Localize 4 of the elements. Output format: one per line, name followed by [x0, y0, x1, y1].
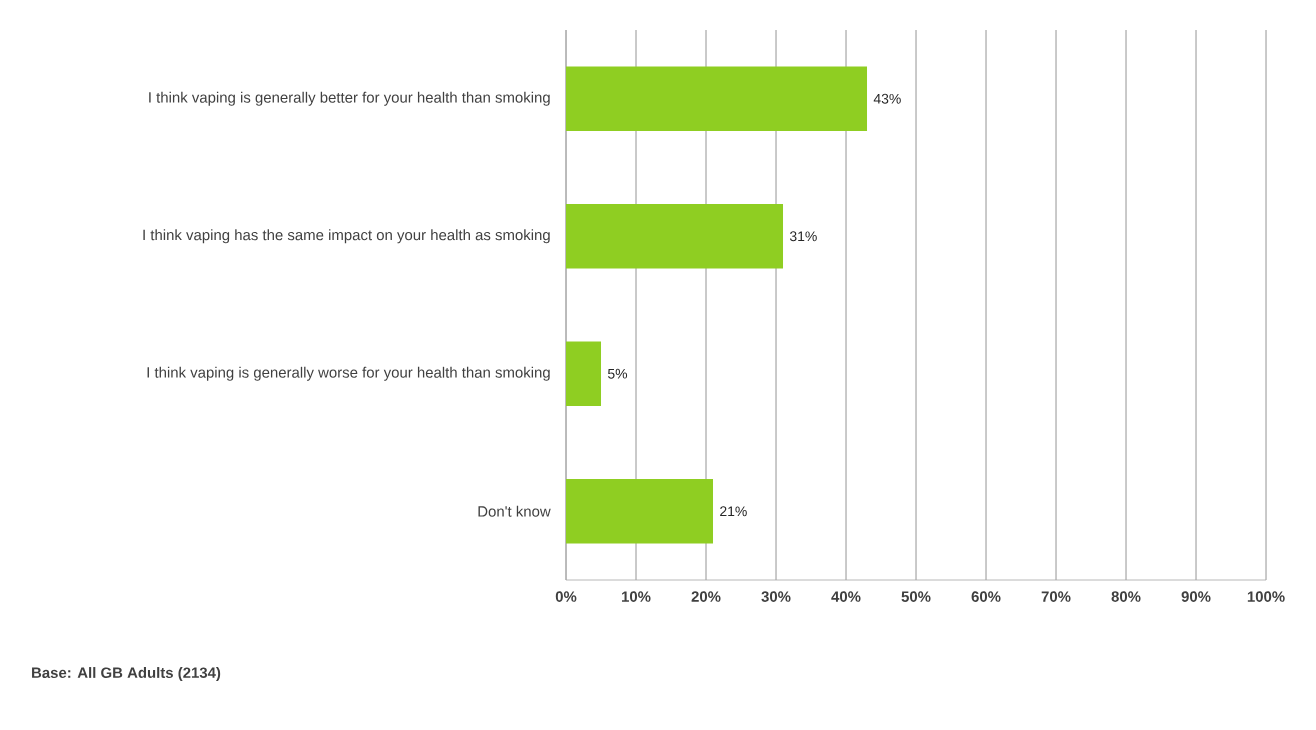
bar — [566, 478, 714, 544]
bar — [566, 66, 868, 132]
bar — [566, 203, 784, 269]
bar — [566, 341, 602, 407]
